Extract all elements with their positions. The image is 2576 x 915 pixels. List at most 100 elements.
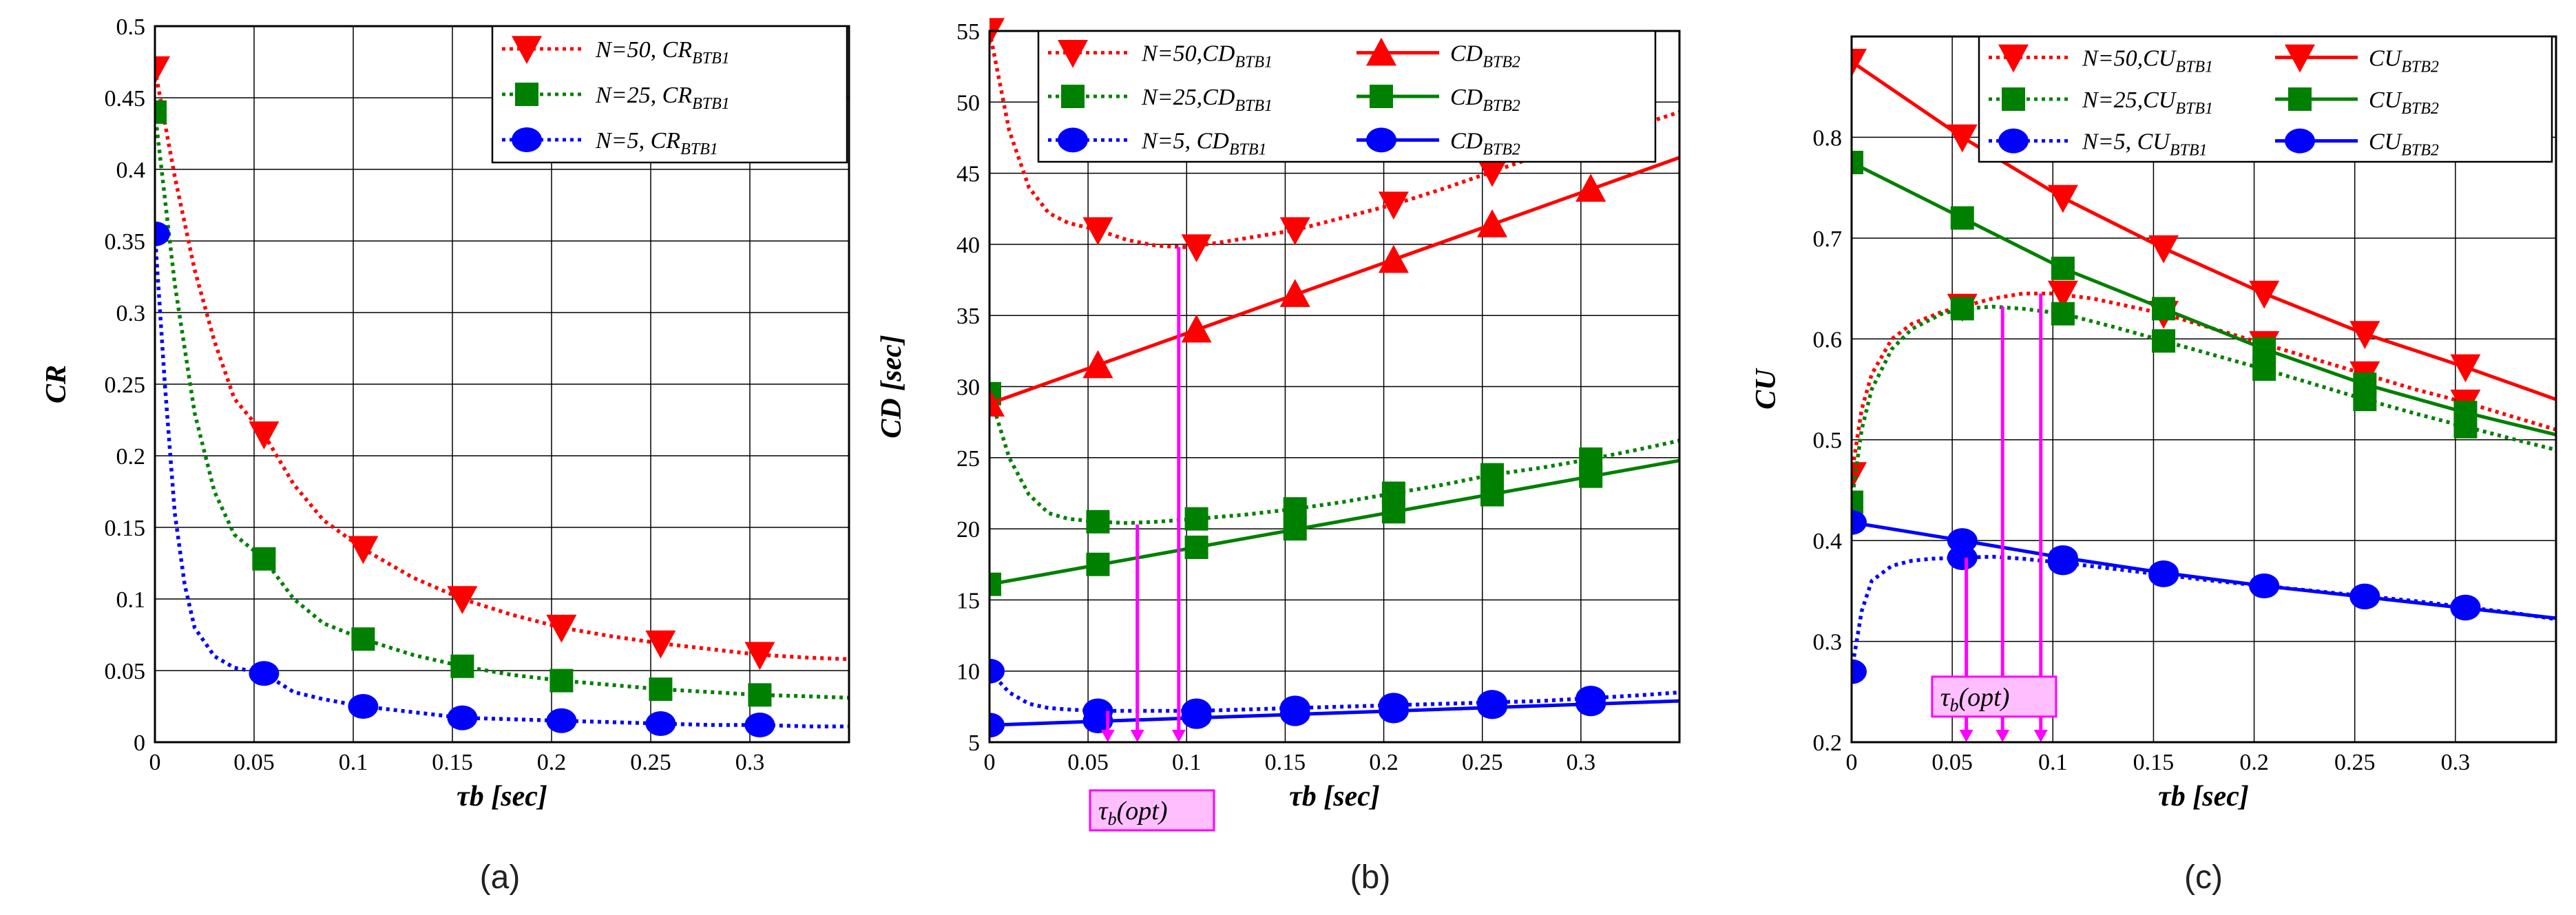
data-point — [645, 630, 676, 659]
optimum-label-box — [1089, 789, 1215, 832]
x-tick-label: 0.25 — [1462, 750, 1503, 775]
data-point — [1947, 528, 1978, 554]
legend-marker — [1998, 44, 2029, 73]
x-tick-label: 0.1 — [339, 750, 368, 775]
data-point — [2051, 302, 2075, 326]
data-point — [1378, 191, 1409, 220]
data-point — [549, 669, 574, 693]
data-point — [2051, 256, 2075, 280]
legend-marker — [1058, 39, 1088, 68]
y-tick-label: 0.45 — [105, 86, 146, 112]
y-tick-label: 0.2 — [116, 444, 146, 470]
data-point — [1480, 463, 1505, 487]
x-tick-label: 0.3 — [2441, 750, 2471, 775]
legend-box — [491, 25, 848, 164]
data-point — [249, 421, 280, 450]
series-c-n5-btb2 — [1852, 509, 2556, 621]
y-tick-label: 0.2 — [1813, 730, 1843, 756]
y-tick-label: 50 — [956, 90, 980, 116]
data-point — [2453, 401, 2478, 425]
y-tick-label: 30 — [956, 375, 980, 401]
data-point — [1477, 694, 1508, 719]
data-point — [2047, 185, 2078, 213]
legend-marker — [512, 36, 542, 64]
data-point — [1279, 701, 1310, 726]
data-point — [1086, 509, 1110, 534]
data-point — [1947, 124, 1978, 153]
legend-box — [1978, 35, 2553, 163]
y-axis-label: CU — [1750, 368, 1782, 410]
data-point — [1575, 173, 1606, 202]
data-point — [2148, 560, 2179, 585]
panel-label: (a) — [480, 859, 521, 896]
data-point — [1579, 464, 1603, 488]
y-tick-label: 35 — [956, 304, 980, 329]
data-point — [1283, 517, 1307, 541]
x-tick-label: 0 — [1846, 750, 1858, 775]
data-point — [989, 18, 1005, 46]
data-point — [2152, 329, 2176, 353]
data-point — [989, 658, 1005, 684]
data-point — [1082, 217, 1113, 246]
data-point — [1378, 244, 1409, 273]
y-tick-label: 0.6 — [1813, 327, 1843, 353]
data-point — [649, 677, 673, 702]
legend-marker — [2002, 87, 2025, 111]
svg-text:CDBTB2: CDBTB2 — [1450, 85, 1520, 115]
legend-marker — [1998, 128, 2029, 154]
data-point — [1279, 217, 1310, 246]
optimum-label: τb(opt) — [1940, 683, 2009, 715]
svg-text:N=25,CUBTB1: N=25,CUBTB1 — [2082, 87, 2213, 118]
series-b-n25-btb2 — [989, 459, 1679, 596]
y-tick-label: 20 — [956, 517, 980, 543]
y-tick-label: 0.35 — [105, 229, 146, 255]
data-point — [989, 572, 1001, 596]
data-point — [2450, 354, 2481, 383]
series-line — [155, 68, 849, 662]
y-tick-label: 40 — [956, 233, 980, 258]
data-point — [2152, 297, 2176, 321]
y-tick-label: 10 — [956, 660, 980, 685]
data-point — [2148, 235, 2179, 264]
data-point — [1181, 704, 1212, 729]
series-line — [1852, 291, 2556, 476]
svg-text:CUBTB2: CUBTB2 — [2369, 129, 2439, 160]
data-point — [2450, 596, 2481, 621]
series-line — [989, 392, 1679, 525]
y-tick-label: 0.05 — [105, 659, 146, 684]
y-tick-label: 0 — [134, 730, 145, 756]
x-tick-label: 0.05 — [1931, 750, 1973, 775]
svg-text:N=25,CDBTB1: N=25,CDBTB1 — [1141, 85, 1273, 115]
arrow-head — [1959, 730, 1973, 742]
data-point — [2252, 357, 2276, 381]
x-tick-label: 0.2 — [2239, 750, 2269, 775]
x-tick-label: 0.2 — [1369, 750, 1399, 775]
data-point — [155, 100, 167, 124]
x-tick-label: 0.25 — [630, 750, 671, 775]
data-point — [1480, 483, 1505, 507]
x-tick-label: 0 — [984, 750, 996, 775]
y-tick-label: 25 — [956, 446, 980, 472]
legend-marker — [1061, 85, 1085, 108]
data-point — [2047, 545, 2078, 571]
x-axis-label: τb [sec] — [2158, 781, 2249, 812]
svg-text:CDBTB2: CDBTB2 — [1450, 128, 1520, 158]
data-point — [351, 627, 375, 651]
data-point — [1852, 151, 1863, 175]
series-a-n50-btb1 — [155, 56, 849, 671]
series-line — [155, 233, 849, 728]
legend: N=50,CUBTB1 N=25,CUBTB1 N=5, CUBTB1 CUBTB2 C… — [1978, 35, 2553, 163]
series-b-n25-btb1 — [989, 381, 1679, 534]
optimum-annotation: τb(opt) — [1089, 247, 1215, 832]
data-point — [1082, 708, 1113, 734]
x-tick-label: 0.3 — [735, 750, 765, 775]
y-tick-label: 55 — [956, 19, 980, 45]
data-point — [748, 683, 772, 707]
legend: N=50,CDBTB1 N=25,CDBTB1 N=5, CDBTB1 CDBTB2 C… — [1037, 30, 1657, 163]
series-line — [155, 112, 849, 700]
legend-marker — [1366, 37, 1396, 66]
y-tick-label: 5 — [968, 730, 980, 756]
optimum-annotation: τb(opt) — [1931, 293, 2057, 742]
data-point — [1947, 545, 1978, 571]
